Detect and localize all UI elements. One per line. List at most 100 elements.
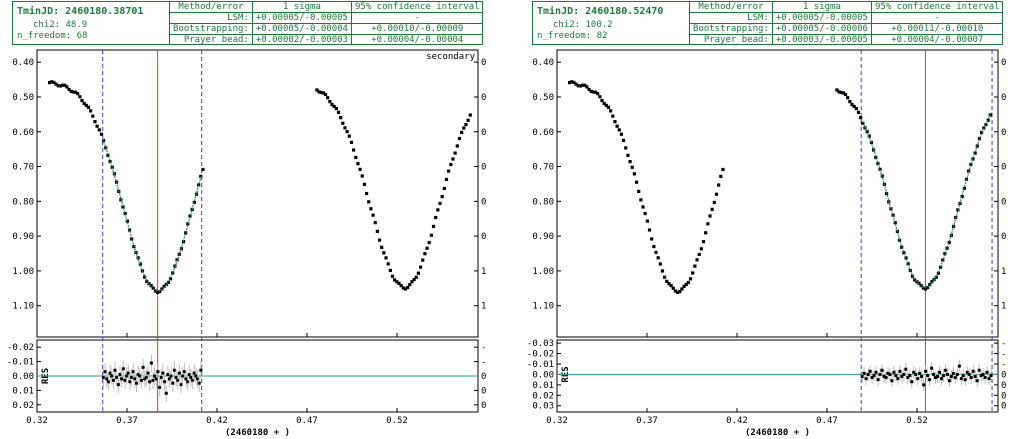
residual-point [154,377,158,381]
data-point [410,280,414,284]
y-tick-label: 0.60 [481,128,487,138]
y-tick-label: 0.60 [532,128,554,138]
data-point [375,229,379,233]
residual-point [965,370,969,374]
res-tick-label: 0.03 [532,402,554,412]
residual-point [864,377,868,381]
residual-point [890,379,894,383]
res-tick-label: 0.00 [481,372,487,382]
data-point [468,113,472,117]
data-point [397,281,401,285]
data-point [613,120,617,124]
x-tick-label: 0.37 [636,416,658,426]
data-point [843,92,848,97]
y-tick-label: 1.00 [481,267,487,277]
data-point [650,237,654,241]
residual-point [126,371,130,375]
data-point [697,252,701,257]
res-tick-label: -0.01 [527,360,554,370]
data-point [462,126,466,130]
res-tick-label: 0.01 [532,381,554,391]
y-tick-label: 0.40 [481,58,487,68]
data-point [86,105,91,109]
row-ci: +0.00011/-0.00010 [870,23,1003,35]
residual-point [882,375,886,379]
residual-point [886,371,890,375]
residual-point [888,372,892,376]
data-point [347,134,351,138]
data-point [321,91,325,95]
residual-point [156,370,160,374]
data-point [604,103,608,107]
y-tick-label: 0.90 [12,232,34,242]
data-point [611,114,615,118]
data-point [151,286,155,290]
data-point [654,250,658,255]
y-tick-label: 1.10 [532,302,554,312]
residual-point [926,373,930,377]
residual-point [131,370,135,374]
residual-point [860,375,864,379]
data-point [67,87,71,91]
residual-point [149,361,153,365]
data-point [652,244,656,249]
data-point [602,101,606,106]
data-point [848,99,852,104]
residual-point [912,370,916,374]
data-point [345,130,349,134]
data-point [667,282,671,286]
residual-point [981,372,985,376]
data-point [334,106,338,111]
data-point [158,289,162,294]
data-point [393,278,397,282]
data-point [360,174,364,178]
data-point [162,284,166,288]
data-point [619,132,624,136]
data-point [576,84,580,88]
residual-point [943,368,947,372]
row-ci: +0.00004/-0.00004 [350,34,483,45]
data-point [721,167,725,172]
data-point [580,83,585,87]
residual-point [941,373,945,377]
data-point [977,136,982,141]
residual-point [191,378,195,382]
data-point [121,205,125,209]
data-point [406,285,410,290]
res-tick-label: 0.01 [12,386,34,396]
residual-point [146,371,150,375]
main-plot-frame [556,49,999,338]
nfreedom-label: n_freedom: 68 [17,31,88,41]
y-tick-label: 0.70 [532,163,554,173]
data-point [386,262,390,266]
table-row: Bootstrapping: +0.00005/-0.00004 +0.0001… [169,23,483,35]
residual-point [930,366,934,370]
axes: 0.40 0.40 0.50 0.50 0.60 0.60 0.70 0.70 0.80 0.80… [7,49,487,438]
residual-point [121,367,125,371]
data-point [434,215,438,220]
residual-point [199,368,203,372]
y-tick-label: 0.50 [532,93,554,103]
data-point [447,169,451,173]
residual-point [947,379,951,383]
res-tick-label: 0.00 [532,370,554,380]
residual-point [102,375,106,379]
data-point [637,189,641,193]
data-point [401,286,405,290]
data-point [710,207,714,211]
residual-point [105,377,109,381]
data-point [837,90,841,94]
residual-point [957,364,961,368]
x-tick-label: 0.52 [386,416,408,426]
res-tick-label: -0.03 [527,339,554,349]
data-point [364,191,369,196]
data-point [84,103,88,107]
data-point [639,198,643,202]
data-point [658,262,662,266]
data-point [414,275,418,279]
data-point [591,90,595,94]
table-row: LSM: +0.00005/-0.00005 - [689,12,1003,24]
residual-point [116,383,120,387]
left-panel: TminJD: 2460180.38701 chi2: 48.9 n_freed… [3,0,487,439]
data-point [593,90,598,94]
